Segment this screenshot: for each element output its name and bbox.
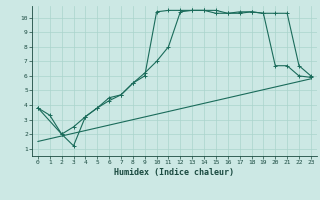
X-axis label: Humidex (Indice chaleur): Humidex (Indice chaleur) [115, 168, 234, 177]
